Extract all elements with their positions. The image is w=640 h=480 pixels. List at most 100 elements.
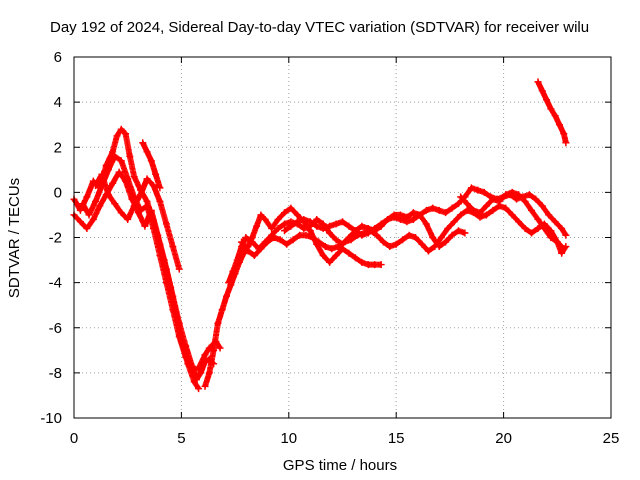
data-point: [111, 200, 119, 208]
data-point: [476, 209, 484, 217]
data-point: [274, 224, 282, 232]
data-point: [195, 385, 203, 393]
data-point: [551, 112, 559, 120]
data-point: [562, 139, 570, 147]
data-point: [173, 315, 181, 323]
data-point: [358, 258, 366, 266]
data-point: [242, 234, 250, 241]
data-point: [162, 220, 170, 228]
data-point: [512, 195, 520, 203]
data-point: [351, 254, 359, 262]
data-point: [450, 218, 458, 226]
data-point: [405, 231, 413, 239]
data-point: [289, 236, 297, 244]
data-point: [117, 125, 125, 133]
data-point: [457, 211, 465, 219]
data-point: [205, 369, 213, 377]
data-point: [306, 218, 314, 226]
data-point: [396, 215, 404, 223]
x-tick-label: 5: [177, 430, 185, 447]
data-point: [139, 139, 147, 147]
data-point: [448, 204, 456, 212]
data-point: [109, 148, 117, 156]
data-point: [545, 211, 553, 219]
data-point: [418, 240, 426, 248]
data-point: [276, 236, 284, 244]
data-point: [377, 220, 385, 228]
data-point: [154, 231, 162, 239]
data-point: [96, 202, 104, 210]
data-point: [409, 209, 417, 217]
data-point: [124, 215, 132, 223]
data-point: [167, 283, 175, 291]
data-point: [422, 206, 430, 214]
data-series: [70, 78, 570, 393]
data-point: [281, 220, 289, 228]
data-point: [543, 96, 551, 104]
data-point: [190, 378, 198, 386]
data-point: [371, 261, 379, 269]
data-point: [371, 224, 379, 232]
data-point: [358, 231, 366, 239]
data-point: [424, 247, 432, 255]
data-point: [553, 238, 561, 246]
data-point: [412, 234, 420, 241]
data-point: [223, 292, 231, 300]
data-point: [489, 206, 497, 214]
data-point: [515, 218, 523, 226]
data-point: [109, 179, 117, 187]
data-point: [122, 177, 130, 185]
data-point: [293, 218, 301, 226]
y-tick-label: 4: [54, 94, 62, 111]
data-point: [508, 211, 516, 219]
data-point: [560, 245, 568, 253]
data-point: [229, 267, 237, 275]
data-point: [332, 220, 340, 228]
data-point: [403, 218, 411, 226]
data-point: [448, 231, 456, 239]
series-satellite-pass-3: [70, 168, 203, 393]
data-point: [89, 215, 97, 223]
data-point: [296, 231, 304, 239]
data-point: [147, 206, 155, 214]
data-point: [474, 186, 482, 194]
data-point: [442, 238, 450, 246]
data-point: [521, 224, 529, 232]
data-point: [528, 206, 536, 214]
data-point: [482, 211, 490, 219]
data-point: [218, 306, 226, 314]
data-point: [521, 197, 529, 205]
data-point: [313, 222, 321, 230]
data-point: [152, 170, 160, 178]
data-point: [429, 234, 437, 241]
data-point: [437, 234, 445, 241]
data-point: [300, 224, 308, 232]
data-point: [281, 209, 289, 217]
data-point: [281, 227, 289, 235]
data-point: [345, 222, 353, 230]
data-point: [134, 209, 142, 217]
data-point: [560, 130, 568, 138]
series-satellite-pass-9: [281, 184, 570, 239]
data-point: [562, 231, 570, 239]
data-point: [358, 222, 366, 230]
data-point: [321, 243, 329, 251]
data-point: [201, 351, 209, 359]
data-point: [122, 130, 130, 138]
series-satellite-pass-1: [70, 125, 218, 384]
data-point: [364, 261, 372, 269]
data-point: [332, 252, 340, 260]
data-point: [216, 344, 224, 352]
data-point: [502, 191, 510, 199]
data-point: [210, 346, 218, 354]
data-point: [253, 222, 261, 230]
data-point: [91, 182, 99, 190]
data-point: [137, 191, 145, 199]
data-point: [558, 249, 566, 257]
data-point: [326, 222, 334, 230]
data-point: [508, 188, 516, 196]
data-point: [351, 227, 359, 235]
y-tick-label: -8: [49, 365, 62, 382]
data-point: [319, 224, 327, 232]
data-point: [532, 195, 540, 203]
